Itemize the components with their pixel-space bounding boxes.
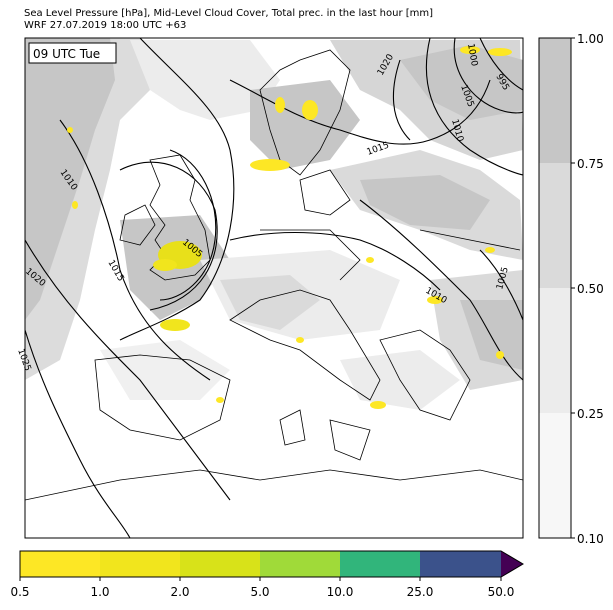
cloud-tick-1: 0.25 [577,407,604,421]
precip-tick-6: 50.0 [488,585,515,599]
precip-colorbar-band-4 [260,551,340,577]
precip-colorbar-band-3 [180,551,260,577]
coastlines [25,49,523,501]
precip-colorbar-frame [19,550,524,578]
cloud-tick-2: 0.50 [577,282,604,296]
precipitation-layer [67,46,512,409]
time-label-box [28,42,117,64]
precip-tick-4: 10.0 [327,585,354,599]
cloud-tick-4: 1.00 [577,32,604,46]
time-label: 09 UTC Tue [33,47,100,61]
precip-tick-5: 25.0 [407,585,434,599]
map-frame [24,37,524,539]
precip-tick-2: 2.0 [170,585,189,599]
precip-colorbar-band-5 [340,551,420,577]
cloud-colorbar-band-3 [539,163,571,288]
cloud-colorbar-band-4 [539,38,571,163]
precip-tick-1: 1.0 [90,585,109,599]
precip-colorbar-band-6 [420,551,501,577]
precip-colorbar-band-1 [20,551,100,577]
precip-colorbar-band-2 [100,551,180,577]
isobar-label-1000: 1000 [465,43,479,68]
cloud-tick-3: 0.75 [577,157,604,171]
chart-subtitle: WRF 27.07.2019 18:00 UTC +63 [24,20,187,31]
precip-colorbar-extend-arrow [501,551,523,577]
cloud-cover-colorbar: 0.10 0.25 0.50 0.75 1.00 [538,32,604,546]
chart-title: Sea Level Pressure [hPa], Mid-Level Clou… [24,8,434,19]
cloud-tick-0: 0.10 [577,532,604,546]
precip-tick-3: 5.0 [250,585,269,599]
cloud-cover-layer [25,38,523,410]
precip-tick-0: 0.5 [10,585,29,599]
cloud-colorbar-band-1 [539,413,571,538]
cloud-colorbar-band-2 [539,288,571,413]
precip-colorbar: 0.5 1.0 2.0 5.0 10.0 25.0 50.0 [10,550,524,599]
